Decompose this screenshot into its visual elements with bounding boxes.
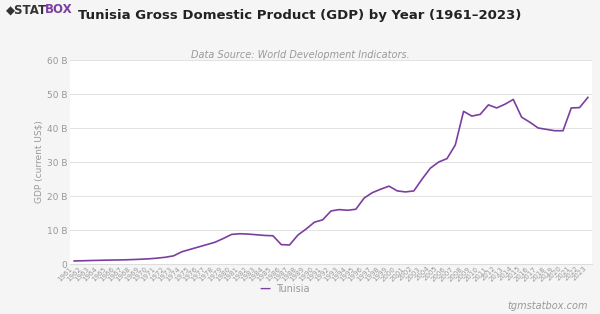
Text: ◆STAT: ◆STAT [6, 3, 47, 16]
Text: BOX: BOX [45, 3, 73, 16]
Text: tgmstatbox.com: tgmstatbox.com [508, 301, 588, 311]
Text: Data Source: World Development Indicators.: Data Source: World Development Indicator… [191, 50, 409, 60]
Text: —: — [259, 284, 270, 294]
Text: Tunisia: Tunisia [276, 284, 310, 294]
Y-axis label: GDP (current US$): GDP (current US$) [35, 121, 44, 203]
Text: Tunisia Gross Domestic Product (GDP) by Year (1961–2023): Tunisia Gross Domestic Product (GDP) by … [79, 9, 521, 22]
